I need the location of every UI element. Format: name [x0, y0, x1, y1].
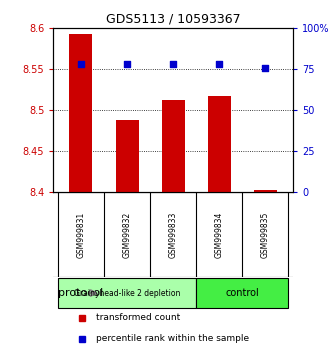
Bar [162, 101, 185, 192]
Text: GSM999835: GSM999835 [261, 211, 270, 258]
Point [78, 62, 84, 67]
FancyBboxPatch shape [196, 278, 288, 308]
Point [263, 65, 268, 70]
Text: percentile rank within the sample: percentile rank within the sample [97, 334, 249, 343]
Text: GSM999834: GSM999834 [215, 211, 224, 258]
Bar [116, 120, 139, 192]
Point [170, 62, 176, 67]
Text: GSM999831: GSM999831 [77, 211, 86, 258]
Text: control: control [225, 288, 259, 298]
Text: protocol: protocol [58, 288, 103, 298]
Text: Grainyhead-like 2 depletion: Grainyhead-like 2 depletion [74, 289, 180, 298]
FancyBboxPatch shape [58, 278, 196, 308]
Title: GDS5113 / 10593367: GDS5113 / 10593367 [106, 13, 240, 26]
Text: GSM999832: GSM999832 [123, 211, 132, 258]
Text: transformed count: transformed count [97, 313, 181, 322]
Bar [69, 34, 93, 192]
Point [125, 62, 130, 67]
Text: GSM999833: GSM999833 [168, 211, 178, 258]
Point [216, 62, 222, 67]
Bar [254, 190, 277, 192]
Bar [208, 96, 231, 192]
